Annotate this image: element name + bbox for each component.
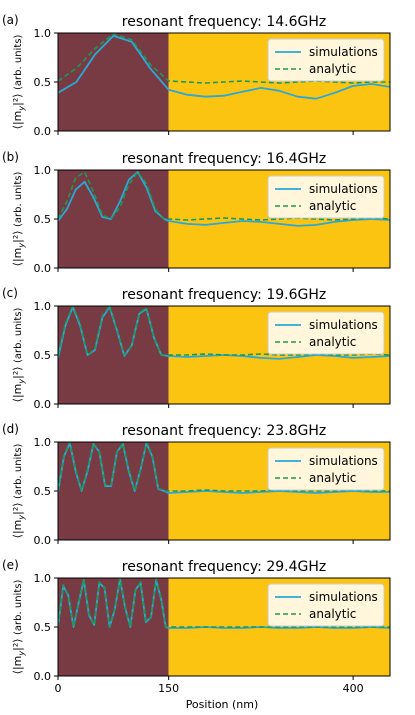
panel-3: 0.0 0.5 1.0 resonant frequency: 19.6GHz (c) ⟨… [2,286,391,411]
panel-title: resonant frequency: 19.6GHz [122,287,326,303]
legend-entry-simulations: simulations [309,454,378,468]
panel-1: 0.0 0.5 1.0 resonant frequency: 14.6GHz (a) ⟨… [2,13,391,138]
simulations-line [58,578,390,629]
y-tick-label: 1.0 [34,27,52,40]
y-tick-label: 0.5 [34,213,52,226]
y-axis-label: ⟨|my|²⟩ (arb. units) [11,308,26,403]
legend-box [267,38,385,82]
series-group [58,171,390,227]
panel-label: (a) [2,13,19,27]
legend: simulations analytic [267,38,385,82]
legend: simulations analytic [267,311,385,355]
series-group [58,442,390,494]
panel-label: (b) [2,150,19,164]
panel-5: 0.0 0.5 1.0 0 150 400 resonant frequency: 29.4… [2,558,391,695]
x-axis-label: Position (nm) [186,698,259,711]
legend-entry-analytic: analytic [309,335,356,349]
panel-label: (c) [2,286,18,300]
legend-box [267,447,385,491]
y-tick-label: 0.5 [34,621,52,634]
simulations-line [58,35,390,100]
legend-entry-simulations: simulations [309,590,378,604]
analytic-line [58,33,390,84]
y-tick-label: 0.5 [34,349,52,362]
y-tick-label: 0.0 [34,534,52,547]
x-tick-label: 0 [55,682,62,695]
y-axis-label: ⟨|my|²⟩ (arb. units) [11,444,26,539]
analytic-line [58,578,390,628]
panel-title: resonant frequency: 16.4GHz [122,151,326,167]
panel-label: (e) [2,558,19,572]
legend: simulations analytic [267,175,385,219]
simulations-line [58,171,390,227]
y-tick-label: 0.5 [34,76,52,89]
panel-label: (d) [2,422,19,436]
legend-box [267,175,385,219]
legend-entry-analytic: analytic [309,607,356,621]
legend-entry-analytic: analytic [309,471,356,485]
left-region-band [58,442,169,540]
legend-entry-analytic: analytic [309,62,356,76]
x-tick-label: 150 [158,682,179,695]
legend-entry-simulations: simulations [309,45,378,59]
series-group [58,578,390,629]
left-region-band [58,33,169,131]
panel-2: 0.0 0.5 1.0 resonant frequency: 16.4GHz (b) ⟨… [2,150,391,275]
y-tick-label: 0.0 [34,125,52,138]
y-axis-label: ⟨|my|²⟩ (arb. units) [11,580,26,675]
y-tick-label: 1.0 [34,436,52,449]
legend: simulations analytic [267,447,385,491]
analytic-line [58,442,390,492]
left-region-band [58,578,169,676]
y-axis-label: ⟨|my|²⟩ (arb. units) [11,172,26,267]
y-tick-label: 0.0 [34,670,52,683]
legend-entry-simulations: simulations [309,182,378,196]
analytic-line [58,171,390,221]
left-region-band [58,170,169,268]
panel-title: resonant frequency: 23.8GHz [122,423,326,439]
legend-box [267,311,385,355]
legend-entry-analytic: analytic [309,199,356,213]
y-tick-label: 1.0 [34,572,52,585]
y-tick-label: 0.0 [34,398,52,411]
panel-title: resonant frequency: 29.4GHz [122,559,326,575]
legend-entry-simulations: simulations [309,318,378,332]
legend: simulations analytic [267,583,385,627]
y-tick-label: 1.0 [34,164,52,177]
x-tick-label: 400 [343,682,364,695]
y-tick-label: 0.5 [34,485,52,498]
panel-4: 0.0 0.5 1.0 resonant frequency: 23.8GHz (d) ⟨… [2,422,391,547]
series-group [58,33,390,100]
y-tick-label: 1.0 [34,300,52,313]
panel-title: resonant frequency: 14.6GHz [122,14,326,30]
legend-box [267,583,385,627]
y-axis-label: ⟨|my|²⟩ (arb. units) [11,35,26,130]
y-tick-label: 0.0 [34,262,52,275]
